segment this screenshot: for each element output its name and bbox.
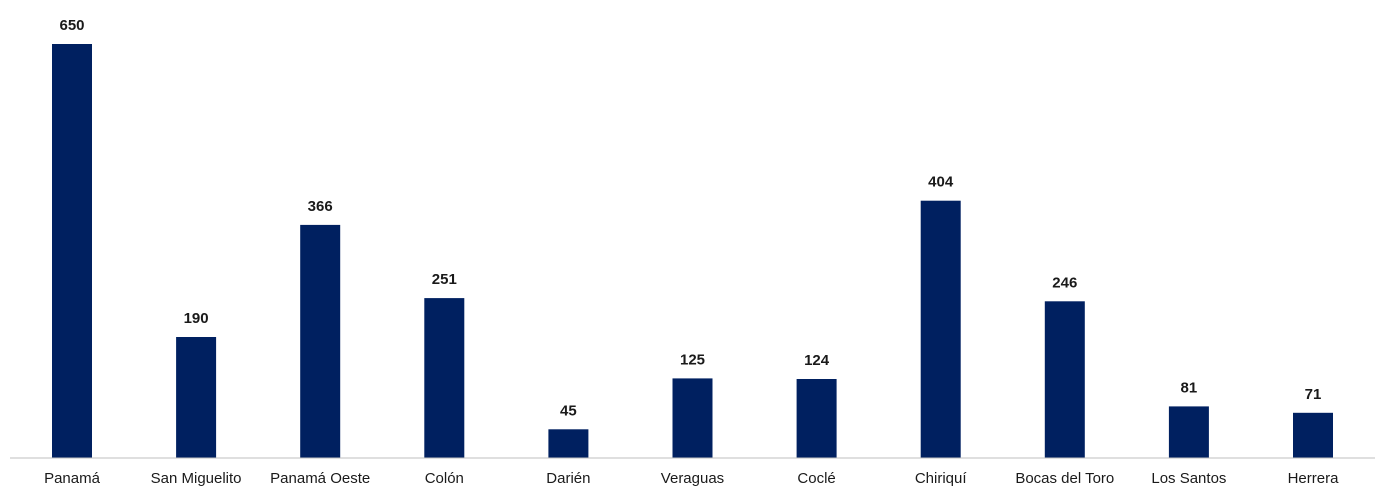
value-label-3: 251 [432,271,457,288]
value-label-8: 246 [1052,274,1077,291]
value-label-0: 650 [59,17,84,34]
value-label-6: 124 [804,352,830,369]
value-labels-group: 650 190 366 251 45 125 124 404 246 81 71 [59,17,1321,419]
category-label-3: Colón [425,470,464,487]
bar-10 [1293,412,1333,458]
bar-6 [796,379,837,458]
category-label-7: Chiriquí [915,470,968,487]
value-label-9: 81 [1181,379,1198,396]
bar-1 [176,337,217,458]
bar-8 [1044,301,1085,458]
value-label-1: 190 [184,310,209,327]
category-label-2: Panamá Oeste [270,470,370,487]
category-labels-group: Panamá San Miguelito Panamá Oeste Colón Dari… [44,470,1339,487]
value-label-4: 45 [560,402,577,419]
value-label-10: 71 [1305,386,1322,403]
category-label-0: Panamá [44,470,101,487]
category-label-6: Coclé [797,470,835,487]
value-label-7: 404 [928,174,954,191]
bar-4 [548,429,589,458]
bars-group [52,44,1333,458]
category-label-9: Los Santos [1151,470,1226,487]
category-label-8: Bocas del Toro [1015,470,1114,487]
value-label-2: 366 [308,198,333,215]
bar-7 [920,200,961,458]
category-label-4: Darién [546,470,590,487]
value-label-5: 125 [680,351,705,368]
bar-5 [672,378,713,458]
bar-0 [52,44,92,458]
bar-9 [1168,406,1209,458]
bar-2 [300,224,341,458]
category-label-1: San Miguelito [151,470,242,487]
category-label-5: Veraguas [661,470,724,487]
category-label-10: Herrera [1288,470,1340,487]
bar-3 [424,298,465,458]
